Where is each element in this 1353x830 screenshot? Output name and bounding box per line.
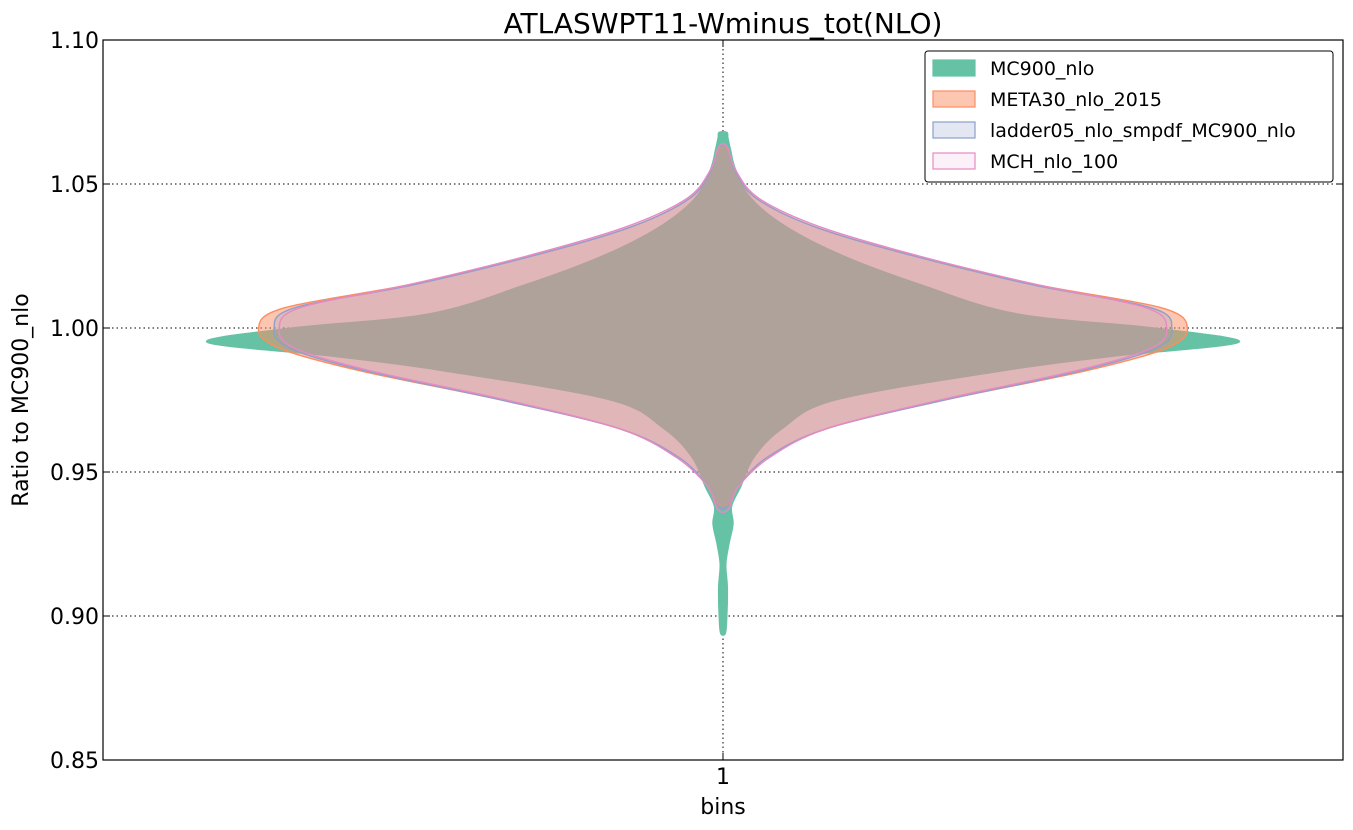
violin-MCH_nlo_100 — [278, 142, 1168, 514]
y-tick-label: 0.85 — [50, 749, 99, 774]
violin-layer — [206, 131, 1240, 636]
legend-label-META30_nlo_2015: META30_nlo_2015 — [990, 89, 1162, 111]
x-tick-label: 1 — [716, 765, 730, 790]
chart-title: ATLASWPT11-Wminus_tot(NLO) — [504, 7, 943, 40]
y-tick-label: 1.10 — [50, 29, 99, 54]
legend-swatch-ladder05_nlo_smpdf_MC900_nlo — [932, 121, 976, 139]
legend-swatch-META30_nlo_2015 — [932, 90, 976, 108]
y-tick-label: 1.00 — [50, 317, 99, 342]
legend: MC900_nlo META30_nlo_2015 ladder05_nlo_smp… — [924, 50, 1334, 183]
legend-label-MC900_nlo: MC900_nlo — [990, 58, 1094, 80]
legend-frame — [924, 50, 1334, 183]
x-axis-label: bins — [700, 795, 745, 820]
y-tick-label: 1.05 — [50, 173, 99, 198]
legend-label-MCH_nlo_100: MCH_nlo_100 — [990, 151, 1118, 173]
tick-layer: 0.85 0.90 0.95 1.00 1.05 1.10 1 — [50, 29, 1343, 790]
legend-swatch-MC900_nlo — [932, 59, 976, 77]
y-tick-label: 0.90 — [50, 605, 99, 630]
y-tick-label: 0.95 — [50, 461, 99, 486]
legend-label-ladder05_nlo_smpdf_MC900_nlo: ladder05_nlo_smpdf_MC900_nlo — [990, 120, 1296, 142]
legend-swatch-MCH_nlo_100 — [932, 152, 976, 170]
y-axis-label: Ratio to MC900_nlo — [9, 293, 34, 506]
